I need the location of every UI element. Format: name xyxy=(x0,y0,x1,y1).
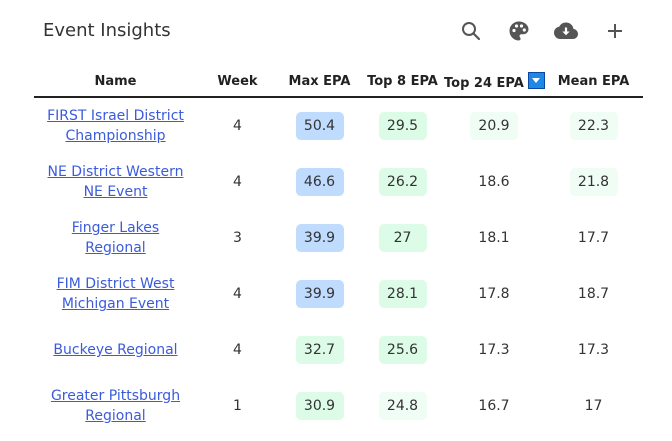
plus-icon xyxy=(608,24,622,38)
max-epa-cell: 39.9 xyxy=(278,266,361,322)
top8-epa-value: 25.6 xyxy=(378,336,427,364)
mean-epa-value: 22.3 xyxy=(569,112,618,140)
event-link[interactable]: Greater Pittsburgh Regional xyxy=(50,388,181,424)
column-header-top8-epa[interactable]: Top 8 EPA xyxy=(361,66,444,98)
max-epa-cell: 32.7 xyxy=(278,322,361,378)
search-icon xyxy=(462,22,481,41)
max-epa-value: 39.9 xyxy=(295,280,344,308)
max-epa-cell: 50.4 xyxy=(278,97,361,154)
top8-epa-value: 29.5 xyxy=(378,112,427,140)
max-epa-value: 30.9 xyxy=(295,392,344,420)
table-row: Greater Pittsburgh Regional 1 30.9 24.8 16.7… xyxy=(34,378,643,434)
top8-epa-value: 28.1 xyxy=(378,280,427,308)
mean-epa-cell: 22.3 xyxy=(544,97,643,154)
mean-epa-value: 21.8 xyxy=(569,168,618,196)
top24-epa-value: 17.8 xyxy=(478,286,510,302)
top24-epa-value: 16.7 xyxy=(478,398,510,414)
event-link[interactable]: NE District Western NE Event xyxy=(47,164,184,200)
header: Event Insights xyxy=(0,0,672,62)
event-name-cell: Finger Lakes Regional xyxy=(34,210,197,266)
table-row: Finger Lakes Regional 3 39.9 27 18.1 17.7 xyxy=(34,210,643,266)
event-name-cell: FIM District West Michigan Event xyxy=(34,266,197,322)
mean-epa-cell: 18.7 xyxy=(544,266,643,322)
top24-epa-value: 18.6 xyxy=(478,174,510,190)
top24-epa-cell: 17.3 xyxy=(444,322,544,378)
table-header-row: Name Week Max EPA Top 8 EPA Top 24 EPA M… xyxy=(34,66,643,98)
max-epa-value: 32.7 xyxy=(295,336,344,364)
week-cell: 4 xyxy=(233,174,242,190)
top8-epa-cell: 24.8 xyxy=(361,378,444,434)
top8-epa-value: 24.8 xyxy=(378,392,427,420)
max-epa-value: 46.6 xyxy=(295,168,344,196)
table-row: Buckeye Regional 4 32.7 25.6 17.3 17.3 xyxy=(34,322,643,378)
top24-epa-cell: 18.1 xyxy=(444,210,544,266)
top8-epa-cell: 28.1 xyxy=(361,266,444,322)
top8-epa-value: 27 xyxy=(378,224,427,252)
event-name-cell: Greater Pittsburgh Regional xyxy=(34,378,197,434)
table-row: NE District Western NE Event 4 46.6 26.2 18.… xyxy=(34,154,643,210)
top8-epa-cell: 27 xyxy=(361,210,444,266)
event-name-cell: FIRST Israel District Championship xyxy=(34,97,197,154)
palette-icon xyxy=(509,21,529,41)
mean-epa-value: 17.3 xyxy=(577,342,610,358)
event-table: Name Week Max EPA Top 8 EPA Top 24 EPA M… xyxy=(34,66,643,434)
palette-button[interactable] xyxy=(506,18,532,44)
column-header-max-epa[interactable]: Max EPA xyxy=(278,66,361,98)
column-header-top24-label: Top 24 EPA xyxy=(444,75,524,91)
column-header-top24-epa[interactable]: Top 24 EPA xyxy=(444,66,545,98)
week-cell: 1 xyxy=(233,398,242,414)
week-cell: 4 xyxy=(233,342,242,358)
search-button[interactable] xyxy=(458,18,484,44)
table-row: FIRST Israel District Championship 4 50.4 2… xyxy=(34,97,643,154)
top8-epa-cell: 29.5 xyxy=(361,97,444,154)
event-link[interactable]: Buckeye Regional xyxy=(53,342,178,358)
column-header-name[interactable]: Name xyxy=(34,66,197,98)
mean-epa-value: 17.7 xyxy=(577,230,610,246)
mean-epa-value: 18.7 xyxy=(577,286,610,302)
top8-epa-value: 26.2 xyxy=(378,168,427,196)
top24-epa-cell: 17.8 xyxy=(444,266,544,322)
top8-epa-cell: 26.2 xyxy=(361,154,444,210)
event-name-cell: Buckeye Regional xyxy=(34,322,197,378)
top24-epa-value: 18.1 xyxy=(478,230,510,246)
event-link[interactable]: FIM District West Michigan Event xyxy=(56,276,175,312)
table-row: FIM District West Michigan Event 4 39.9 28.… xyxy=(34,266,643,322)
page-title: Event Insights xyxy=(43,20,171,41)
max-epa-value: 39.9 xyxy=(295,224,344,252)
event-link[interactable]: Finger Lakes Regional xyxy=(71,220,160,256)
top24-epa-cell: 18.6 xyxy=(444,154,544,210)
column-header-week[interactable]: Week xyxy=(197,66,278,98)
mean-epa-cell: 17.3 xyxy=(544,322,643,378)
week-cell: 4 xyxy=(233,286,242,302)
top24-epa-value: 17.3 xyxy=(478,342,510,358)
max-epa-value: 50.4 xyxy=(295,112,344,140)
add-button[interactable] xyxy=(602,18,628,44)
event-name-cell: NE District Western NE Event xyxy=(34,154,197,210)
week-cell: 4 xyxy=(233,118,242,134)
download-button[interactable] xyxy=(553,18,579,44)
max-epa-cell: 39.9 xyxy=(278,210,361,266)
cloud-download-icon xyxy=(554,22,578,39)
max-epa-cell: 46.6 xyxy=(278,154,361,210)
mean-epa-value: 17 xyxy=(584,398,603,414)
mean-epa-cell: 17 xyxy=(544,378,643,434)
top24-epa-cell: 16.7 xyxy=(444,378,544,434)
top24-epa-value: 20.9 xyxy=(470,112,518,140)
column-header-mean-epa[interactable]: Mean EPA xyxy=(544,66,643,98)
week-cell: 3 xyxy=(233,230,242,246)
top8-epa-cell: 25.6 xyxy=(361,322,444,378)
event-link[interactable]: FIRST Israel District Championship xyxy=(47,108,184,144)
mean-epa-cell: 17.7 xyxy=(544,210,643,266)
sort-desc-icon[interactable] xyxy=(527,71,545,89)
mean-epa-cell: 21.8 xyxy=(544,154,643,210)
max-epa-cell: 30.9 xyxy=(278,378,361,434)
top24-epa-cell: 20.9 xyxy=(444,97,544,154)
